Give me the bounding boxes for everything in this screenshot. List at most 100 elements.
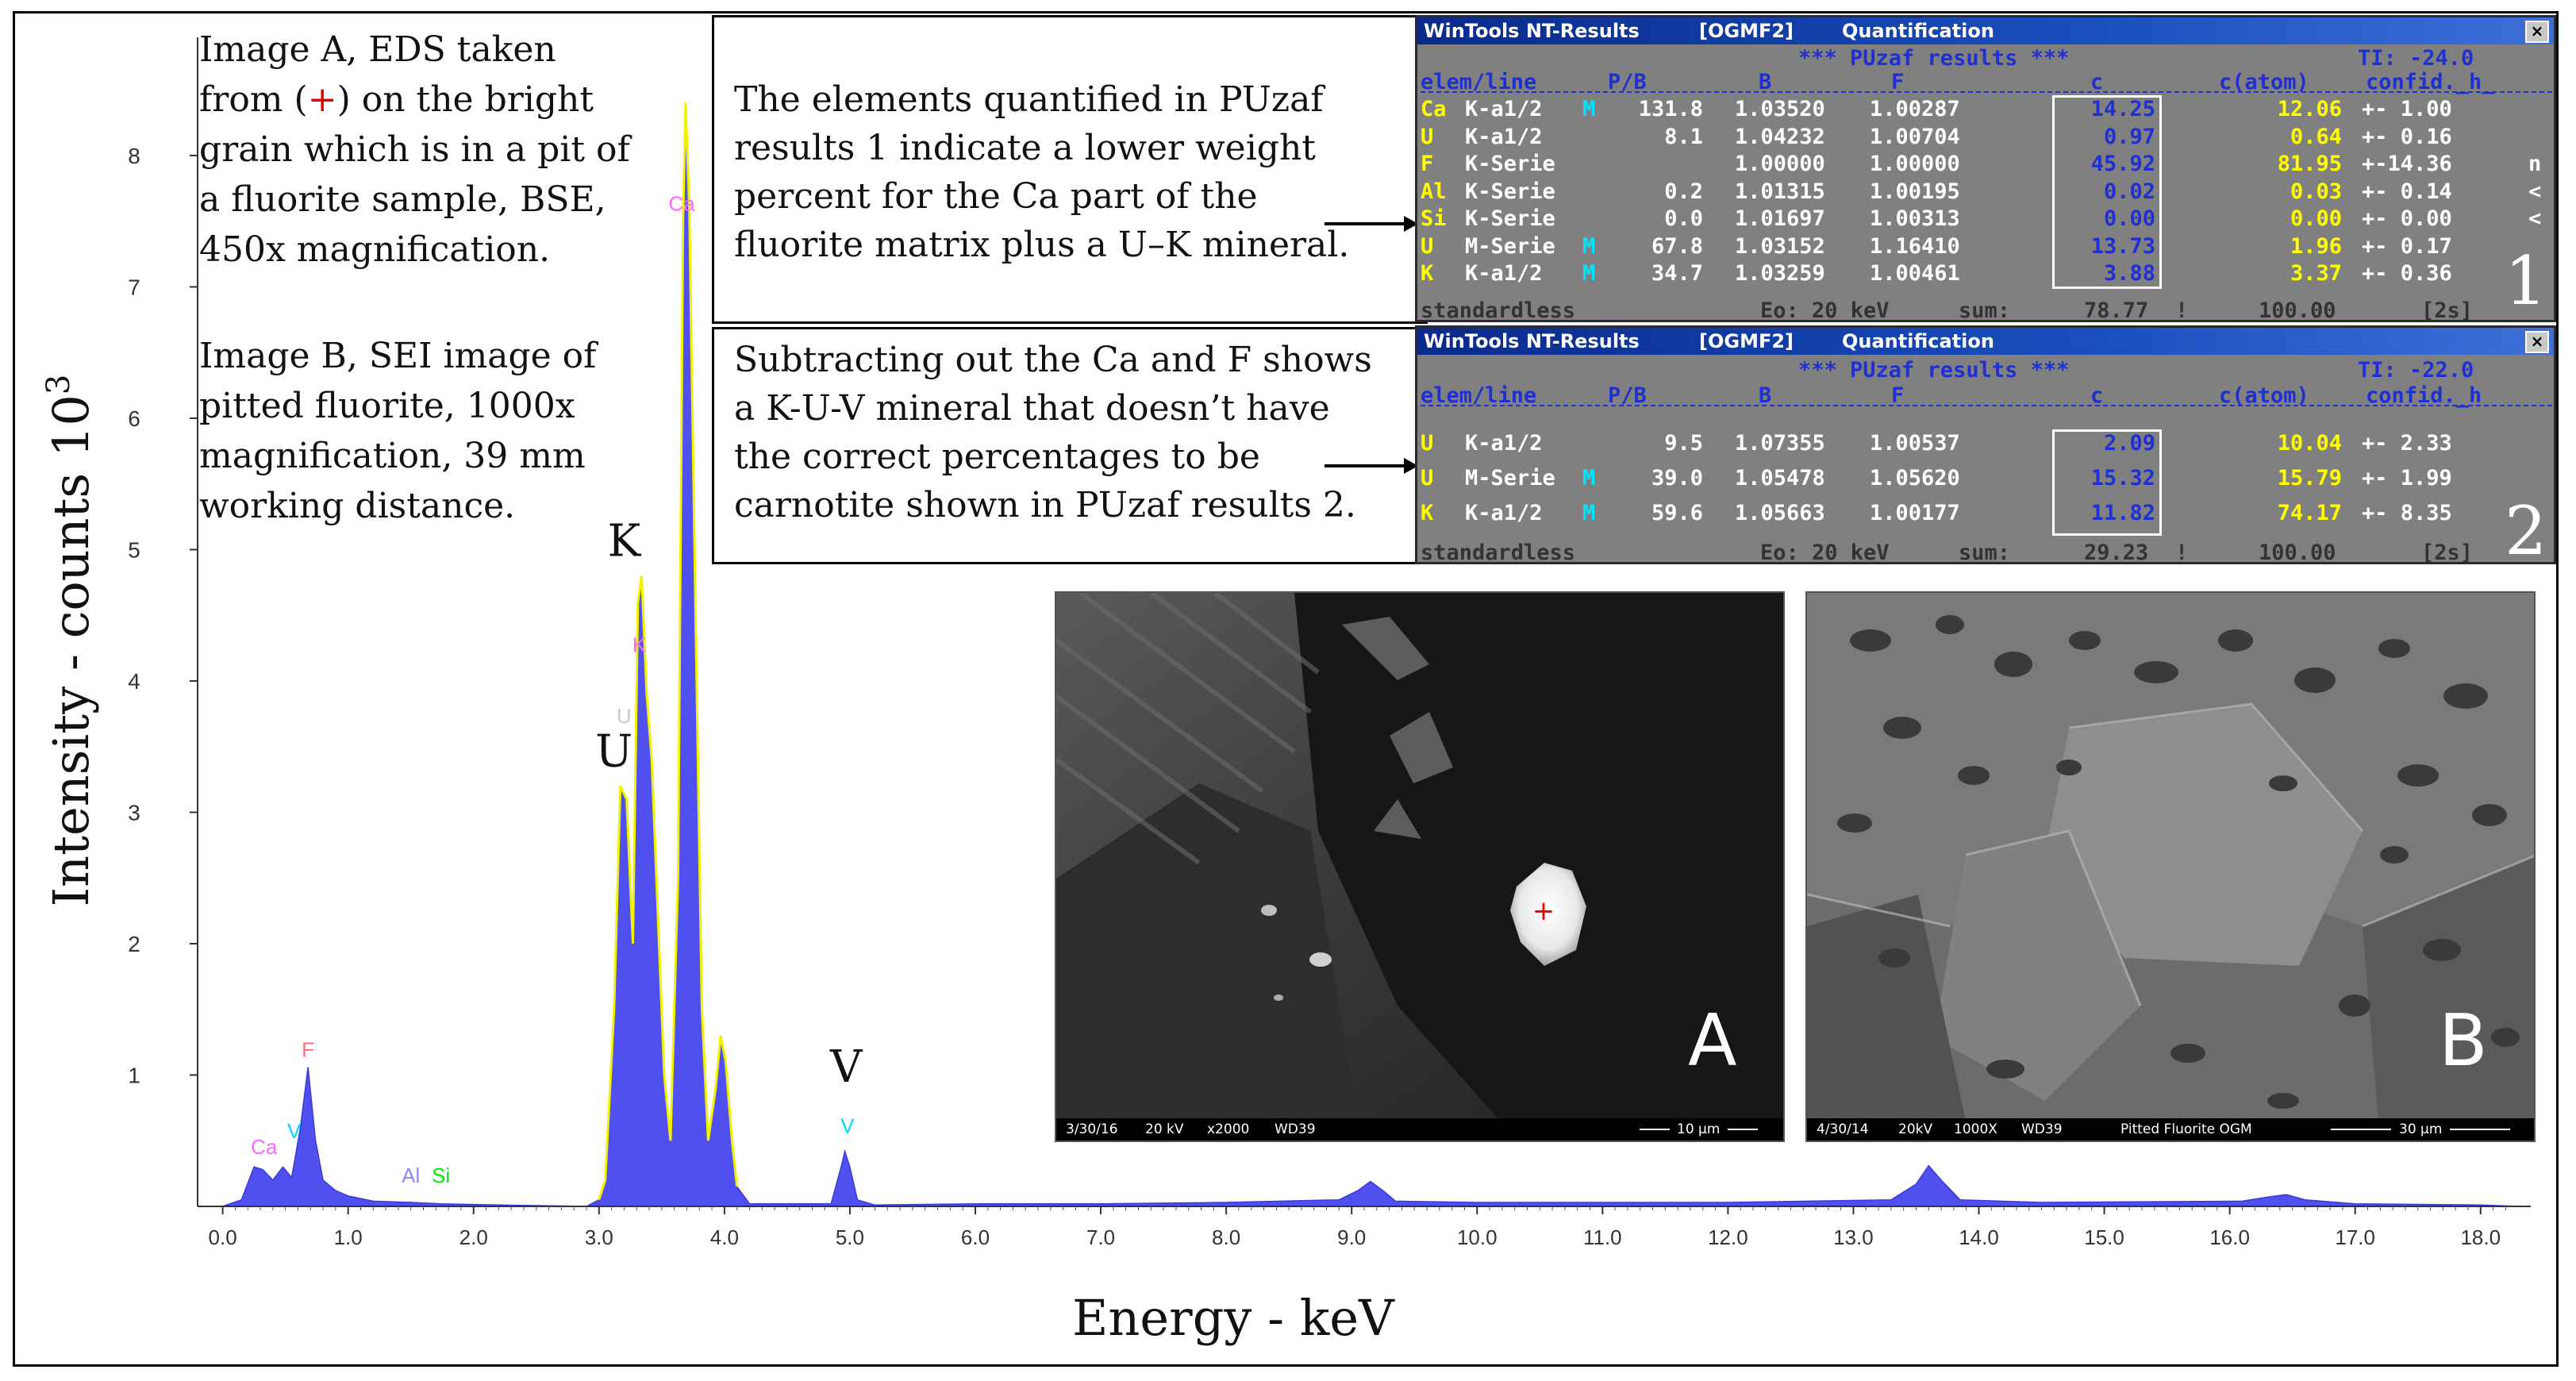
x-tick-label: 3.0 (585, 1225, 613, 1249)
cell-pb: 0.2 (1664, 179, 1703, 204)
cell-el: Si (1421, 206, 1447, 231)
cell-f: 1.00195 (1870, 179, 1960, 204)
peak-label: K (632, 633, 647, 657)
y-tick-label: 6 (128, 406, 140, 431)
cell-line: K-a1/2 (1465, 431, 1543, 456)
cell-f: 1.05620 (1870, 466, 1960, 490)
result-row: U M-Serie M 67.8 1.03152 1.16410 13.73 1.96 +- 0… (1417, 233, 2554, 262)
image-a-note: Image A, EDS taken from (+) on the brigh… (199, 29, 630, 270)
cell-el: U (1421, 466, 1434, 490)
x-tick-label: 16.0 (2209, 1225, 2250, 1249)
sem-b-info-bar: 4/30/14 20kV 1000X WD39 Pitted Fluorite … (1807, 1118, 2534, 1141)
peak-label: U (617, 704, 632, 728)
cell-b: 1.00000 (1735, 152, 1825, 176)
cell-conf: +- 2.33 (2362, 431, 2452, 456)
panel-2-close-button[interactable]: × (2525, 331, 2549, 353)
sem-image-a: + A 3/30/16 20 kV x2000 WD39 10 µm (1055, 591, 1785, 1142)
cell-el: U (1421, 124, 1434, 149)
cell-f: 1.00704 (1870, 124, 1960, 149)
panel-2-number: 2 (2505, 492, 2547, 564)
cell-el: K (1421, 261, 1434, 286)
cell-catom: 10.04 (2277, 431, 2342, 456)
cell-conf: +- 0.36 (2362, 261, 2452, 286)
cell-el: F (1421, 152, 1434, 176)
cell-f: 1.00461 (1870, 261, 1960, 286)
cell-b: 1.01315 (1735, 179, 1825, 204)
cell-catom: 15.79 (2277, 466, 2342, 490)
cell-el: U (1421, 233, 1434, 259)
x-tick-label: 12.0 (1708, 1225, 1748, 1249)
x-tick-label: 2.0 (459, 1225, 488, 1249)
spectrum-peak-outline (598, 102, 739, 1201)
cell-conf: +- 8.35 (2362, 501, 2452, 525)
arrow-to-panel-1 (1325, 216, 1418, 232)
panel-2-titlebar: WinTools NT-Results [OGMF2] Quantificati… (1417, 328, 2554, 355)
cell-catom: 1.96 (2290, 233, 2342, 259)
cell-h: n (2528, 152, 2542, 176)
cell-f: 1.00313 (1870, 206, 1960, 231)
arrow-to-panel-2 (1325, 458, 1418, 474)
cell-flag: M (1582, 233, 1596, 259)
cell-line: K-a1/2 (1465, 124, 1543, 149)
x-tick-label: 7.0 (1086, 1225, 1115, 1249)
cell-flag: M (1582, 501, 1596, 525)
x-tick-label: 17.0 (2335, 1225, 2375, 1249)
y-tick-label: 5 (128, 537, 140, 562)
cell-conf: +- 0.00 (2362, 206, 2452, 231)
peak-label: Ca (669, 191, 696, 215)
cell-conf: +-14.36 (2362, 152, 2452, 176)
cell-b: 1.03152 (1735, 233, 1825, 259)
cell-flag: M (1582, 97, 1596, 121)
image-b-note: Image B, SEI image of pitted fluorite, 1… (199, 336, 597, 526)
cell-pb: 34.7 (1651, 261, 1703, 286)
x-tick-label: 0.0 (209, 1225, 237, 1249)
cell-catom: 3.37 (2290, 261, 2342, 286)
cell-catom: 81.95 (2277, 152, 2342, 176)
element-annotation: K (607, 516, 641, 567)
y-tick-label: 2 (128, 932, 140, 956)
puzaf-results-panel-1: WinTools NT-Results [OGMF2] Quantificati… (1415, 15, 2556, 322)
caption-box-1-text: The elements quantified in PUzaf results… (734, 79, 1350, 265)
sem-a-label: A (1688, 999, 1737, 1083)
cell-c: 0.02 (2103, 179, 2155, 204)
peak-label: F (302, 1037, 314, 1061)
eds-spectrum-chart: 0.0 1.0 2.0 3.0 4.0 5.0 6.0 7.0 8.0 9.0 10.0 11.0 12… (40, 37, 2531, 1347)
cell-pb: 39.0 (1651, 466, 1703, 490)
x-tick-label: 11.0 (1583, 1225, 1622, 1249)
peak-label: Si (432, 1164, 450, 1187)
peak-label: Ca (251, 1135, 278, 1159)
cell-f: 1.16410 (1870, 233, 1960, 259)
cell-flag: M (1582, 466, 1596, 490)
peak-label: V (840, 1114, 855, 1137)
cell-line: K-Serie (1465, 206, 1555, 231)
cell-el: U (1421, 431, 1434, 456)
y-tick-label: 8 (128, 144, 140, 168)
cell-pb: 0.0 (1664, 206, 1703, 231)
x-tick-label: 1.0 (334, 1225, 363, 1249)
panel-1-titlebar: WinTools NT-Results [OGMF2] Quantificati… (1417, 17, 2554, 44)
x-axis-label: Energy - keV (1072, 1289, 1395, 1347)
result-row: U K-a1/2 9.5 1.07355 1.00537 2.09 10.04 +- 2.33 (1417, 431, 2554, 466)
cell-el: Al (1421, 179, 1447, 204)
cell-h: < (2528, 206, 2542, 231)
cell-line: M-Serie (1465, 466, 1555, 490)
result-row: K K-a1/2 M 59.6 1.05663 1.00177 11.82 74.17 +- 8… (1417, 501, 2554, 536)
cell-b: 1.04232 (1735, 124, 1825, 149)
caption-box-2 (712, 327, 1428, 564)
result-row: U K-a1/2 8.1 1.04232 1.00704 0.97 0.64 +- 0.16 (1417, 124, 2554, 152)
cell-b: 1.05663 (1735, 501, 1825, 525)
cell-c: 13.73 (2090, 233, 2155, 259)
x-tick-label: 8.0 (1212, 1225, 1240, 1249)
sem-b-label: B (2439, 999, 2488, 1083)
cell-pb: 59.6 (1651, 501, 1703, 525)
result-row: K K-a1/2 M 34.7 1.03259 1.00461 3.88 3.37 +- 0.3… (1417, 261, 2554, 289)
element-annotation: V (829, 1041, 863, 1093)
y-tick-label: 1 (128, 1063, 140, 1087)
cell-catom: 0.00 (2290, 206, 2342, 231)
panel-1-col-headers: elem/line (1421, 70, 1537, 94)
panel-1-close-button[interactable]: × (2525, 21, 2549, 43)
cell-line: K-a1/2 (1465, 261, 1543, 286)
cell-b: 1.07355 (1735, 431, 1825, 456)
cell-f: 1.00537 (1870, 431, 1960, 456)
y-tick-label: 7 (128, 275, 140, 299)
